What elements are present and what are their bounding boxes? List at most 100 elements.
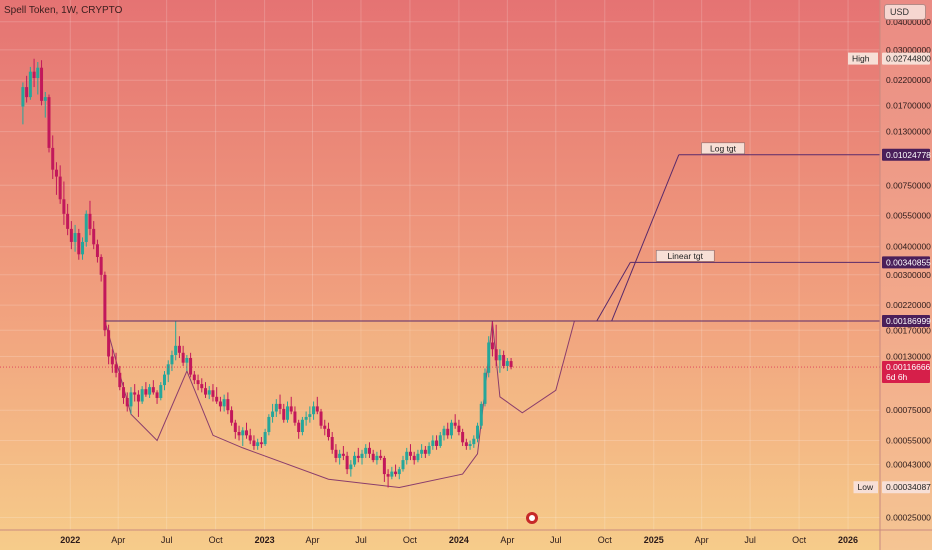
candle-body <box>244 430 248 436</box>
x-tick-label: 2024 <box>449 535 469 545</box>
candle-body <box>25 87 29 98</box>
candle-body <box>435 440 439 446</box>
candle-body <box>438 435 442 446</box>
y-tick-label: 0.01700000 <box>886 100 931 110</box>
candle-body <box>483 372 487 404</box>
candle-body <box>293 411 297 423</box>
x-tick-label: Oct <box>792 535 807 545</box>
candle-body <box>382 457 386 475</box>
candle-body <box>494 349 498 361</box>
candle-body <box>177 345 181 353</box>
price-badge <box>882 314 930 327</box>
candle-body <box>461 432 465 443</box>
candle-body <box>408 451 412 456</box>
annotations: Log tgt Linear tgt <box>0 142 880 368</box>
candle-body <box>449 422 453 436</box>
candle-body <box>144 389 148 395</box>
target-projection-line <box>611 154 680 322</box>
candle-body <box>189 357 193 375</box>
y-tick-label: 0.00130000 <box>886 351 931 361</box>
candle-body <box>371 453 375 461</box>
y-tick-label: 0.00750000 <box>886 180 931 190</box>
y-tick-label: 0.00025000 <box>886 513 931 523</box>
candle-body <box>468 444 472 446</box>
candle-body <box>420 449 424 454</box>
candle-body <box>509 361 513 368</box>
candle-body <box>338 453 342 458</box>
price-badge-tag: High <box>852 54 870 64</box>
candle-body <box>84 213 88 242</box>
y-tick-label: 0.00300000 <box>886 270 931 280</box>
candle-body <box>323 425 327 429</box>
price-badge <box>882 256 930 269</box>
candle-body <box>196 380 200 385</box>
candle-body <box>159 385 163 398</box>
candle-body <box>28 71 32 98</box>
candle-body <box>431 440 435 446</box>
indicator-logo-icon[interactable] <box>526 512 538 524</box>
candle-body <box>394 471 398 475</box>
candle-body <box>297 422 301 433</box>
candle-body <box>364 447 368 454</box>
candle-body <box>166 364 170 375</box>
candle-body <box>151 387 155 393</box>
candle-body <box>256 442 260 446</box>
cup-pattern <box>104 320 576 489</box>
candle-body <box>379 455 383 458</box>
y-tick-label: 0.00550000 <box>886 211 931 221</box>
candle-body <box>241 430 245 436</box>
currency-button[interactable]: USD <box>884 4 926 20</box>
candle-body <box>21 87 25 107</box>
x-tick-label: Apr <box>500 535 514 545</box>
candle-body <box>375 455 379 461</box>
candle-body <box>356 455 360 458</box>
x-tick-label: Oct <box>403 535 418 545</box>
candle-body <box>148 387 152 395</box>
x-tick-label: Jul <box>550 535 562 545</box>
candle-body <box>498 354 502 361</box>
price-badge-value: 0.00340855 <box>886 257 931 267</box>
candle-body <box>282 408 286 420</box>
candle-body <box>326 428 330 438</box>
target-projection-line <box>596 262 631 322</box>
candle-body <box>185 357 189 363</box>
price-badge-tag-box <box>848 52 878 65</box>
candle-body <box>453 422 457 426</box>
price-badge <box>882 361 930 384</box>
price-badge-value: 0.01024778 <box>886 150 931 160</box>
candle-body <box>136 394 140 402</box>
candle-body <box>170 354 174 365</box>
price-badge-value: 0.00116666 <box>886 362 931 372</box>
candle-body <box>390 471 394 477</box>
x-tick-label: Jul <box>355 535 367 545</box>
candle-body <box>129 392 133 407</box>
candle-body <box>40 67 44 101</box>
price-badges: 0.02744800 High 0.01024778 0.00340855 0.0018… <box>848 52 931 494</box>
price-axis[interactable]: 0.04000000 0.03000000 0.02200000 0.01700000… <box>879 0 932 550</box>
x-tick-label: Apr <box>306 535 320 545</box>
candle-body <box>140 389 144 402</box>
candle-body <box>464 442 468 446</box>
candles <box>21 58 513 488</box>
candle-body <box>476 425 480 439</box>
candle-body <box>405 451 409 461</box>
candle-body <box>36 67 40 78</box>
candle-body <box>215 396 219 402</box>
time-axis[interactable]: 2022 Apr Jul Oct 2023 Apr Jul Oct 2024 Apr Jul Oct 2… <box>0 529 932 545</box>
y-tick-label: 0.00220000 <box>886 300 931 310</box>
candle-body <box>69 228 73 242</box>
candle-body <box>502 354 506 366</box>
candle-body <box>103 274 107 331</box>
candle-body <box>204 388 208 395</box>
x-tick-label: Oct <box>209 535 224 545</box>
price-badge <box>882 148 930 161</box>
candle-body <box>345 455 349 470</box>
y-tick-label: 0.04000000 <box>886 17 931 27</box>
candle-body <box>446 428 450 436</box>
candle-body <box>107 330 111 357</box>
candle-body <box>397 469 401 475</box>
candle-body <box>222 399 226 407</box>
candle-body <box>360 453 364 458</box>
x-tick-label: 2022 <box>60 535 80 545</box>
